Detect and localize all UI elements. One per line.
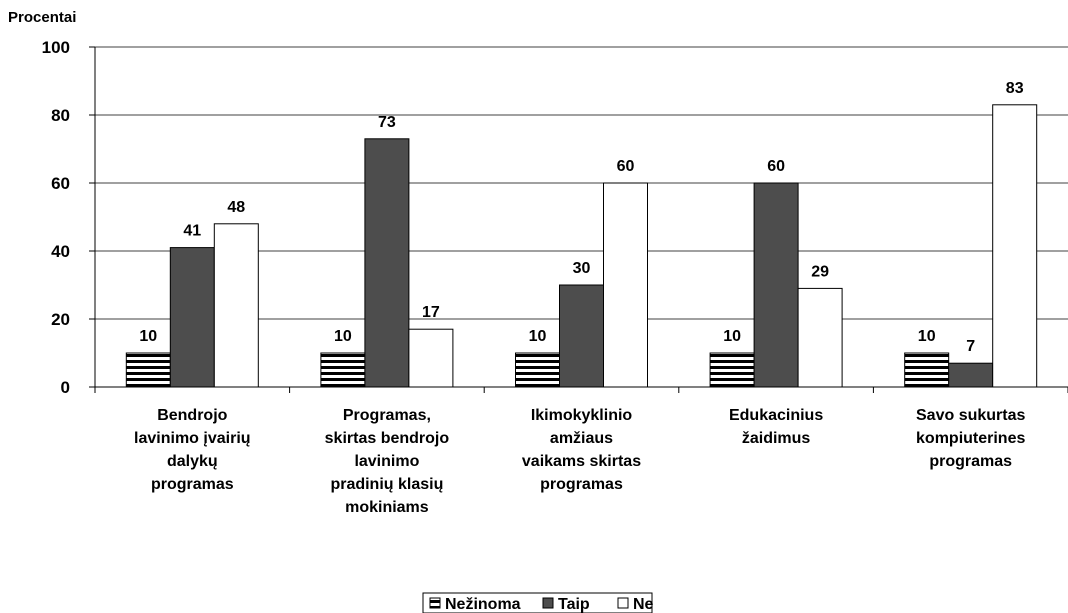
data-label: 60	[617, 158, 635, 175]
bar	[515, 352, 560, 388]
legend-label: Taip	[558, 596, 590, 613]
data-label: 17	[422, 304, 440, 321]
bar	[603, 182, 648, 388]
bar	[797, 287, 843, 388]
data-label: 10	[723, 328, 741, 345]
data-label: 10	[918, 328, 936, 345]
bar	[213, 223, 259, 388]
bar	[169, 247, 215, 388]
bar	[753, 182, 799, 388]
x-tick-label: Programas, skirtas bendrojo lavinimo pradin…	[325, 407, 450, 516]
bar	[904, 352, 950, 388]
x-tick-label: Bendrojo lavinimo įvairių dalykų programas	[134, 407, 250, 493]
y-tick-label: 60	[51, 174, 70, 193]
bar	[125, 352, 171, 388]
bar	[559, 284, 604, 388]
legend-swatch	[617, 597, 629, 609]
bar	[709, 352, 755, 388]
data-label: 10	[529, 328, 547, 345]
data-label: 83	[1006, 80, 1024, 97]
legend-label: Nežinoma	[445, 596, 521, 613]
data-label: 10	[139, 328, 157, 345]
y-tick-label: 100	[42, 38, 70, 57]
bar	[364, 138, 410, 388]
bar	[408, 328, 454, 388]
data-label: 30	[573, 260, 591, 277]
x-tick-label: Edukacinius žaidimus	[729, 407, 823, 447]
bar	[948, 362, 994, 388]
bar	[992, 104, 1038, 388]
y-tick-label: 80	[51, 106, 70, 125]
bar	[320, 352, 366, 388]
legend-label: Ne	[633, 596, 654, 613]
data-label: 73	[378, 114, 396, 131]
y-tick-label: 0	[61, 378, 70, 397]
legend-swatch	[429, 597, 441, 609]
legend-swatch	[542, 597, 554, 609]
data-label: 41	[183, 223, 201, 240]
x-tick-label: Ikimokyklinio amžiaus vaikams skirtas progr…	[522, 407, 641, 493]
data-label: 10	[334, 328, 352, 345]
data-label: 7	[966, 338, 975, 355]
data-label: 60	[767, 158, 785, 175]
y-tick-label: 20	[51, 310, 70, 329]
data-label: 48	[227, 199, 245, 216]
y-tick-label: 40	[51, 242, 70, 261]
y-axis-label: Procentai	[8, 9, 76, 26]
data-label: 29	[811, 263, 829, 280]
legend-box	[422, 592, 653, 613]
x-tick-label: Savo sukurtas kompiuterines programas	[916, 407, 1025, 470]
